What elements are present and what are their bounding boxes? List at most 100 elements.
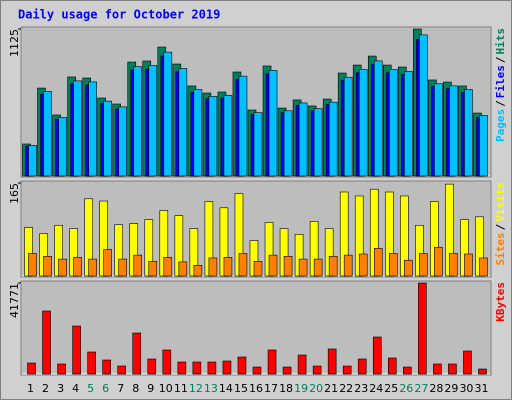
bar [237,356,247,375]
bar [387,357,397,375]
bar [163,257,173,277]
x-tick-label: 18 [279,382,293,395]
x-tick-label: 26 [399,382,413,395]
x-tick-label: 12 [189,382,203,395]
bar [73,80,82,177]
bar [343,76,353,177]
bar [283,255,293,277]
bar [148,65,158,177]
bar [252,366,262,375]
bar [43,255,52,277]
x-tick-label: 15 [234,382,248,395]
y-tick-label: 165 [8,183,21,204]
bar [42,310,51,375]
bar [448,363,457,375]
bar [342,365,352,375]
bar [464,89,473,177]
x-tick-label: 27 [414,382,428,395]
bar [207,361,217,375]
bar [463,350,472,375]
bar [297,354,307,375]
bar [388,253,398,277]
bar [223,257,233,277]
bar [102,359,111,375]
bar [418,282,427,375]
bar [162,349,172,375]
bar [43,91,52,177]
bar [358,253,368,277]
bar [313,108,323,177]
bar [404,71,413,177]
x-tick-label: 5 [87,382,94,395]
bar [419,34,428,177]
y-tick-label: 41771 [8,283,21,318]
panel [20,280,492,376]
bar [253,112,263,177]
legend-entry: KBytes [494,282,507,322]
bar [163,51,173,177]
bar [464,253,473,277]
bar [28,253,37,277]
bar [403,366,412,375]
bar [373,248,383,277]
x-tick-label: 29 [444,382,458,395]
legend: Pages/Files/Hits [494,28,507,142]
legend-separator: / [494,223,507,230]
bar [434,83,443,177]
bar [72,325,81,375]
bar [178,261,188,277]
bar [58,117,67,177]
chart-title: Daily usage for October 2019 [18,8,220,22]
bar [328,101,338,177]
x-tick-label: 9 [147,382,154,395]
bar [193,89,203,177]
legend-entry: Files [494,65,507,98]
legend-separator: / [494,100,507,107]
x-tick-label: 31 [474,382,488,395]
bar [178,68,188,177]
bar [253,261,263,277]
bar [433,363,442,375]
bar [177,361,187,375]
x-tick-label: 22 [339,382,353,395]
bar [133,66,143,177]
bar [478,368,487,375]
bar [148,261,158,277]
bar [222,360,232,375]
bar [298,258,308,277]
bar [357,358,367,375]
bar [133,254,143,277]
bar [327,348,337,375]
bar [238,253,248,277]
x-tick-label: 1 [27,382,34,395]
legend-entry: Sites [494,232,507,265]
bar [58,258,67,277]
bar [328,255,338,277]
bar [117,365,127,375]
x-tick-label: 3 [57,382,64,395]
bar [208,257,218,277]
bar [238,75,248,177]
x-tick-label: 6 [102,382,109,395]
bar [283,110,293,177]
bar [449,253,458,277]
legend-separator: / [494,56,507,63]
bar [88,81,97,177]
bar [88,258,97,277]
x-tick-label: 11 [174,382,188,395]
x-tick-label: 14 [219,382,233,395]
x-tick-label: 4 [72,382,79,395]
bar [419,253,428,277]
x-tick-label: 7 [117,382,124,395]
bar [282,366,292,375]
x-tick-label: 13 [204,382,218,395]
x-tick-label: 23 [354,382,368,395]
x-tick-label: 17 [264,382,278,395]
bar [449,85,458,177]
x-tick-label: 30 [459,382,473,395]
bar [118,106,128,177]
bar [147,358,157,375]
bar [223,95,233,177]
bar [28,144,37,177]
